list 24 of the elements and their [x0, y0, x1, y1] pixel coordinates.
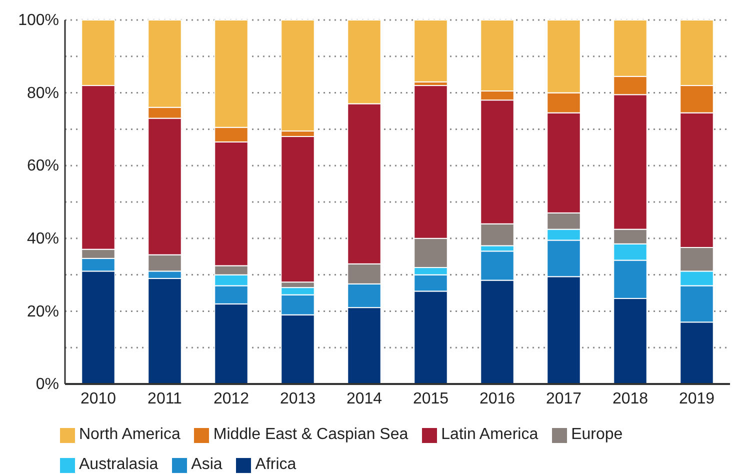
- x-tick-label: 2011: [148, 390, 182, 408]
- legend-label: Australasia: [79, 456, 158, 474]
- y-tick-label: 60%: [26, 158, 59, 175]
- legend-label: Latin America: [441, 426, 538, 444]
- y-tick-label: 20%: [26, 303, 59, 320]
- legend-label: North America: [79, 426, 180, 444]
- legend-label: Asia: [191, 456, 222, 474]
- legend-label: Europe: [571, 426, 623, 444]
- legend-label: Africa: [255, 456, 296, 474]
- x-tick-label: 2017: [546, 390, 582, 408]
- x-tick-label: 2018: [612, 390, 648, 408]
- y-tick-label: 80%: [26, 84, 59, 102]
- x-tick-label: 2014: [346, 390, 382, 408]
- x-tick-label: 2019: [678, 390, 715, 408]
- y-tick-label: 0%: [36, 376, 59, 394]
- y-tick-label: 40%: [26, 230, 59, 248]
- legend-label: Middle East & Caspian Sea: [213, 426, 408, 444]
- bar: [414, 20, 448, 82]
- x-tick-label: 2013: [280, 390, 316, 408]
- y-tick-label: 100%: [18, 12, 59, 30]
- x-tick-label: 2010: [80, 390, 116, 408]
- x-tick-label: 2012: [213, 390, 250, 408]
- x-tick-label: 2015: [412, 390, 449, 408]
- x-tick-label: 2016: [479, 390, 516, 408]
